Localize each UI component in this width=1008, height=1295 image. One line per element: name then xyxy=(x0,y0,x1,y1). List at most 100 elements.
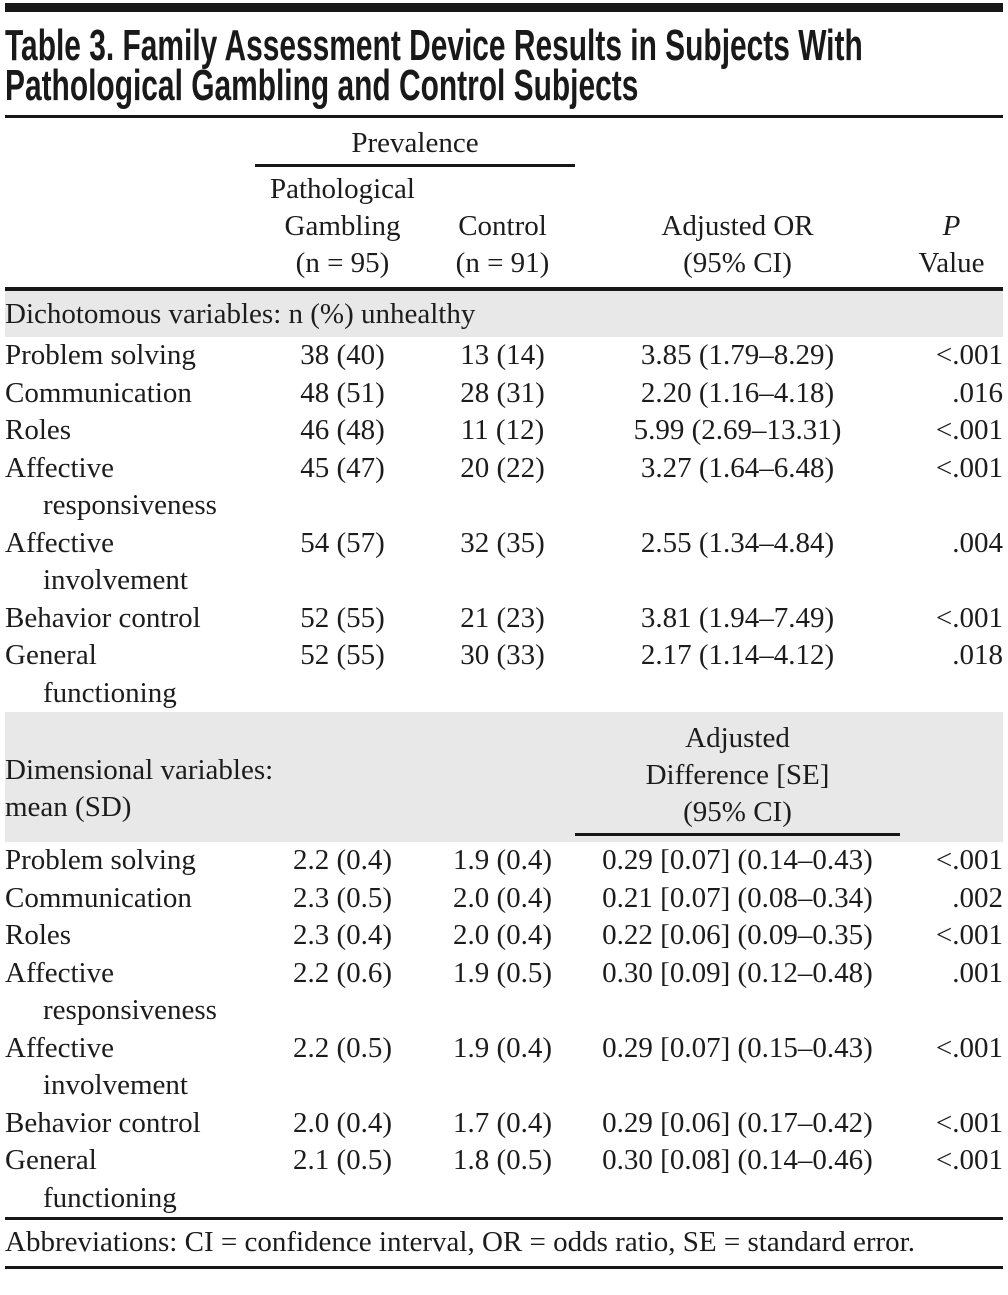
table-row: Communication 48 (51) 28 (31) 2.20 (1.16… xyxy=(5,375,1003,413)
cell-control: 2.0 (0.4) xyxy=(452,881,553,914)
table-row: Behavior control 52 (55) 21 (23) 3.81 (1… xyxy=(5,600,1003,638)
table-title-line1: Table 3. Family Assessment Device Result… xyxy=(5,21,863,70)
variable-label: Affective xyxy=(5,956,114,989)
column-header-text: (n = 95) xyxy=(295,247,390,279)
cell-p-value: .004 xyxy=(952,526,1003,559)
cell-pg: 2.3 (0.5) xyxy=(292,881,393,914)
spacer xyxy=(5,125,255,167)
cell-variable: Affective responsiveness xyxy=(5,955,255,1030)
table-row: Affective responsiveness 2.2 (0.6) 1.9 (… xyxy=(5,955,1003,1030)
prevalence-spanner: Prevalence xyxy=(255,125,575,167)
cell-p-value: <.001 xyxy=(935,1144,1003,1176)
variable-label: Behavior control xyxy=(5,601,201,634)
cell-variable: General functioning xyxy=(5,1142,255,1217)
section2-rows: Problem solving 2.2 (0.4) 1.9 (0.4) 0.29… xyxy=(5,842,1003,1217)
cell-control: 1.9 (0.5) xyxy=(452,956,553,989)
cell-control: 2.0 (0.4) xyxy=(452,919,553,951)
cell-control: 20 (22) xyxy=(460,451,545,484)
cell-effect: 0.29 [0.07] (0.15–0.43) xyxy=(602,1031,873,1064)
cell-effect: 3.85 (1.79–8.29) xyxy=(640,339,835,371)
cell-p-value: <.001 xyxy=(935,844,1003,876)
cell-variable: Roles xyxy=(5,917,255,955)
column-header-text: Pathological xyxy=(270,173,415,205)
cell-p-value: <.001 xyxy=(935,414,1003,446)
cell-control: 32 (35) xyxy=(460,526,545,559)
table-row: Affective involvement 54 (57) 32 (35) 2.… xyxy=(5,525,1003,600)
table-row: Behavior control 2.0 (0.4) 1.7 (0.4) 0.2… xyxy=(5,1105,1003,1143)
cell-variable: Problem solving xyxy=(5,842,255,880)
cell-control: 21 (23) xyxy=(460,601,545,634)
spacer xyxy=(900,125,1003,167)
table-title: Table 3. Family Assessment Device Result… xyxy=(5,21,1003,110)
variable-label: Problem solving xyxy=(5,339,196,371)
cell-pg: 2.3 (0.4) xyxy=(292,919,393,951)
column-header-text: (95% CI) xyxy=(683,247,792,279)
cell-p-value: .018 xyxy=(952,639,1003,671)
column-header-text: Value xyxy=(918,247,985,279)
column-header-pathological-gambling: Pathological Gambling (n = 95) xyxy=(255,171,430,282)
variable-label: Communication xyxy=(5,881,192,914)
spanner-text: (95% CI) xyxy=(683,796,792,828)
table-row: Communication 2.3 (0.5) 2.0 (0.4) 0.21 [… xyxy=(5,880,1003,918)
adjusted-difference-spanner: Adjusted Difference [SE] (95% CI) xyxy=(575,720,900,836)
cell-variable: Affective involvement xyxy=(5,525,255,600)
column-header-text: P xyxy=(942,210,961,242)
header-spanner-row: Prevalence xyxy=(5,118,1003,167)
section-band-label-line2: mean (SD) xyxy=(5,791,132,823)
variable-label: Problem solving xyxy=(5,844,196,876)
table-row: Problem solving 2.2 (0.4) 1.9 (0.4) 0.29… xyxy=(5,842,1003,880)
variable-label-continuation: responsiveness xyxy=(43,489,217,521)
cell-effect: 3.81 (1.94–7.49) xyxy=(640,601,835,634)
title-rule xyxy=(5,115,1003,118)
cell-p-value: <.001 xyxy=(935,601,1003,634)
column-header-text: (n = 91) xyxy=(455,247,550,279)
section-band-label-line1: Dimensional variables: xyxy=(5,754,274,786)
cell-pg: 52 (55) xyxy=(300,601,385,634)
cell-variable: Communication xyxy=(5,880,255,918)
section1-rows: Problem solving 38 (40) 13 (14) 3.85 (1.… xyxy=(5,337,1003,712)
body-bottom-rule xyxy=(5,1217,1003,1220)
cell-p-value: <.001 xyxy=(935,1031,1003,1064)
cell-effect: 3.27 (1.64–6.48) xyxy=(640,451,835,484)
column-header-text: Control xyxy=(458,210,547,242)
variable-label: Affective xyxy=(5,526,114,559)
column-header-text: Gambling xyxy=(284,210,401,242)
cell-effect: 0.30 [0.09] (0.12–0.48) xyxy=(602,956,873,989)
table-row: Problem solving 38 (40) 13 (14) 3.85 (1.… xyxy=(5,337,1003,375)
cell-pg: 2.2 (0.6) xyxy=(292,956,393,989)
cell-variable: Behavior control xyxy=(5,1105,255,1143)
cell-p-value: <.001 xyxy=(935,339,1003,371)
cell-variable: General functioning xyxy=(5,637,255,712)
variable-label: Communication xyxy=(5,376,192,409)
table-title-line2: Pathological Gambling and Control Subjec… xyxy=(5,61,639,110)
cell-effect: 0.30 [0.08] (0.14–0.46) xyxy=(602,1144,873,1176)
variable-label: General xyxy=(5,1144,97,1176)
cell-p-value: <.001 xyxy=(935,919,1003,951)
section-band-dimensional: Dimensional variables: mean (SD) Adjuste… xyxy=(5,712,1003,842)
cell-effect: 2.20 (1.16–4.18) xyxy=(640,376,835,409)
variable-label: General xyxy=(5,639,97,671)
variable-label: Roles xyxy=(5,919,72,951)
cell-variable: Affective involvement xyxy=(5,1030,255,1105)
cell-effect: 0.21 [0.07] (0.08–0.34) xyxy=(602,881,873,914)
section-band-dichotomous: Dichotomous variables: n (%) unhealthy xyxy=(5,291,1003,337)
cell-pg: 38 (40) xyxy=(300,339,385,371)
column-header-p-value: P Value xyxy=(900,208,1003,282)
header-columns-row: Pathological Gambling (n = 95) Control (… xyxy=(5,167,1003,287)
variable-label: Roles xyxy=(5,414,72,446)
cell-p-value: .002 xyxy=(952,881,1003,914)
table-row: General functioning 52 (55) 30 (33) 2.17… xyxy=(5,637,1003,712)
variable-label: Behavior control xyxy=(5,1106,201,1139)
cell-variable: Behavior control xyxy=(5,600,255,638)
cell-control: 13 (14) xyxy=(460,339,545,371)
cell-pg: 48 (51) xyxy=(300,376,385,409)
cell-control: 1.7 (0.4) xyxy=(452,1106,553,1139)
table-row: General functioning 2.1 (0.5) 1.8 (0.5) … xyxy=(5,1142,1003,1217)
cell-control: 1.9 (0.4) xyxy=(452,1031,553,1064)
table-row: Affective responsiveness 45 (47) 20 (22)… xyxy=(5,450,1003,525)
cell-p-value: .001 xyxy=(952,956,1003,989)
cell-effect: 0.29 [0.07] (0.14–0.43) xyxy=(602,844,873,876)
cell-variable: Communication xyxy=(5,375,255,413)
cell-pg: 52 (55) xyxy=(300,639,385,671)
cell-pg: 46 (48) xyxy=(300,414,385,446)
